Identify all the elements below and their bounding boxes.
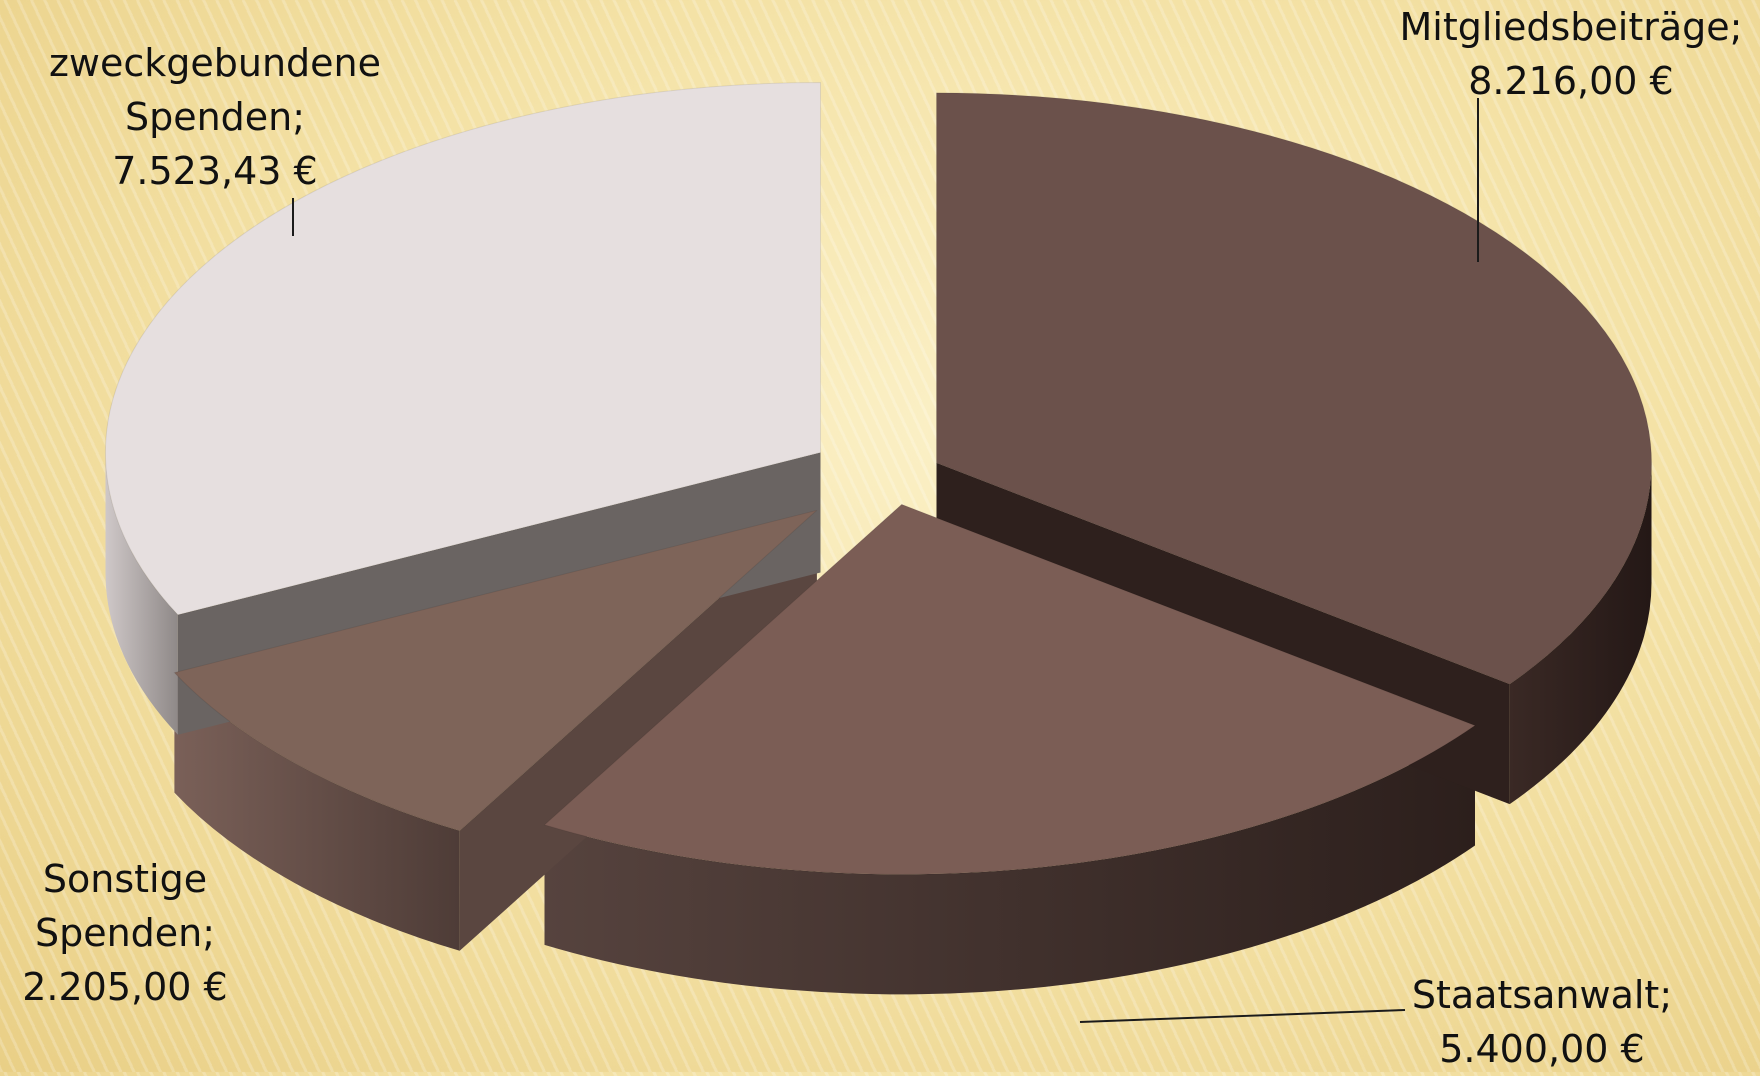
label-name-line-2: Spenden; — [34, 911, 216, 955]
label-zweckgebundene-spenden: zweckgebundene Spenden; 7.523,43 € — [20, 36, 410, 198]
slice-side-mitgliedsbeitraege — [1509, 462, 1652, 805]
slice-sonstige-spenden — [173, 509, 818, 832]
label-value: 8.216,00 € — [1468, 59, 1674, 103]
label-mitgliedsbeitraege: Mitgliedsbeiträge; 8.216,00 € — [1371, 0, 1760, 108]
label-name-line-2: Spenden; — [124, 95, 306, 139]
label-name-line-1: zweckgebundene — [48, 41, 382, 85]
label-name-line-1: Sonstige — [42, 857, 208, 901]
slice-side-sonstige-spenden — [174, 672, 460, 951]
label-value: 5.400,00 € — [1439, 1027, 1645, 1071]
slice-mitgliedsbeitraege — [936, 92, 1652, 685]
slice-side-zweckgebundene-spenden — [105, 452, 178, 735]
slice-zweckgebundene-spenden — [105, 81, 821, 616]
leader-lines — [292, 98, 1479, 1023]
label-value: 2.205,00 € — [22, 965, 228, 1009]
slice-staatsanwalt — [543, 503, 1477, 875]
label-sonstige-spenden: Sonstige Spenden; 2.205,00 € — [0, 852, 250, 1014]
label-name: Staatsanwalt; — [1411, 973, 1673, 1017]
label-staatsanwalt: Staatsanwalt; 5.400,00 € — [1357, 968, 1727, 1076]
label-value: 7.523,43 € — [112, 149, 318, 193]
slice-tops — [105, 81, 1652, 875]
slice-wall-sonstige-spenden — [459, 510, 817, 951]
leader-staatsanwalt — [1079, 1009, 1406, 1023]
label-name: Mitgliedsbeiträge; — [1399, 5, 1743, 49]
slice-sides — [105, 452, 1652, 995]
slice-side-staatsanwalt — [544, 725, 1475, 995]
